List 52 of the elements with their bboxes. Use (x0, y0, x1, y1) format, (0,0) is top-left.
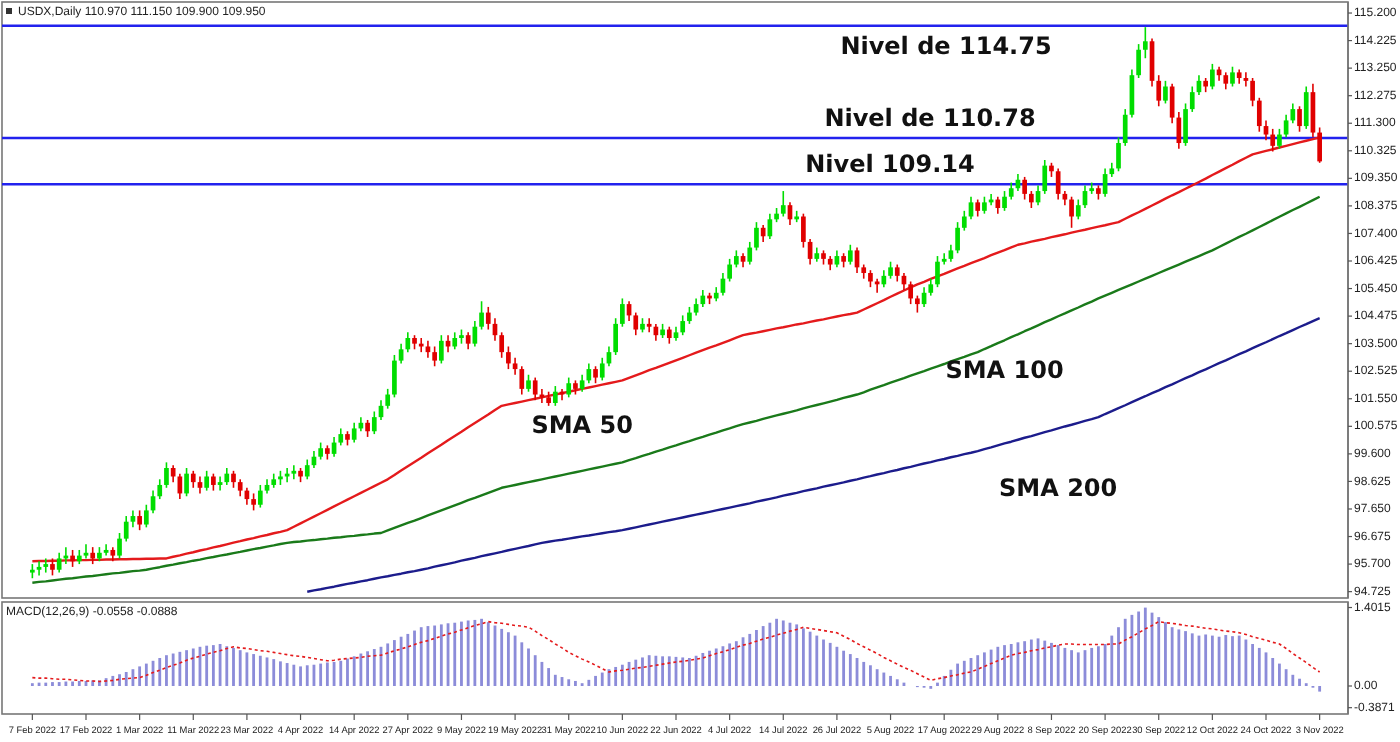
candlestick (1069, 195, 1074, 229)
candlestick (680, 314, 686, 336)
candlestick (217, 475, 223, 492)
candlestick (1230, 65, 1235, 88)
candlestick (1022, 176, 1027, 201)
candlestick (1250, 77, 1255, 108)
candlestick (1270, 128, 1276, 153)
candlestick (586, 362, 592, 385)
ref-line-label: Nivel 109.14 (805, 150, 975, 179)
candlestick (1283, 113, 1289, 139)
candlestick (103, 543, 109, 557)
candlestick (184, 467, 189, 498)
candlestick (935, 255, 940, 288)
candlestick (291, 464, 297, 481)
candlestick (1210, 63, 1215, 91)
candlestick (566, 376, 572, 399)
candlestick (351, 421, 357, 444)
candlestick (532, 376, 538, 401)
ref-line-label: Nivel de 110.78 (824, 103, 1036, 132)
candlestick (908, 280, 914, 305)
candlestick (1055, 167, 1061, 201)
candlestick (257, 484, 263, 509)
candlestick (83, 543, 89, 560)
candlestick (36, 560, 42, 577)
candlestick (1303, 85, 1309, 130)
candlestick (56, 551, 62, 574)
candlestick (780, 190, 786, 218)
candlestick (519, 365, 525, 396)
series-label: SMA 100 (945, 356, 1064, 385)
line-series (31, 620, 1321, 683)
candlestick (620, 297, 625, 328)
candlestick (1002, 190, 1007, 212)
candlestick (1142, 26, 1148, 60)
series-label: SMA 200 (999, 474, 1118, 503)
candlestick (137, 509, 142, 531)
candlestick (506, 345, 511, 370)
candlestick (438, 334, 444, 365)
series-label: SMA 50 (531, 410, 633, 439)
candlestick (874, 277, 880, 294)
candlestick (204, 470, 210, 492)
ref-line-label: Nivel de 114.75 (840, 31, 1052, 60)
line-series (306, 317, 1321, 593)
candlestick (552, 385, 558, 407)
candlestick (304, 458, 310, 481)
candlestick (1256, 97, 1262, 133)
candlestick (847, 243, 853, 266)
candlestick (646, 317, 652, 334)
candlestick (432, 345, 437, 368)
candlestick (1297, 105, 1302, 133)
line-series (31, 195, 1321, 584)
candlestick (43, 557, 49, 574)
candlestick (1163, 80, 1168, 105)
